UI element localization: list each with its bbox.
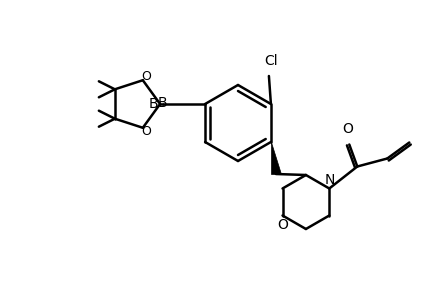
Text: Cl: Cl <box>264 54 278 68</box>
Text: B: B <box>148 97 158 111</box>
Text: O: O <box>342 121 353 135</box>
Text: O: O <box>141 70 151 83</box>
Text: N: N <box>325 172 335 186</box>
Text: O: O <box>141 125 151 138</box>
Text: B: B <box>157 96 167 110</box>
Polygon shape <box>271 142 281 174</box>
Text: O: O <box>277 217 288 231</box>
